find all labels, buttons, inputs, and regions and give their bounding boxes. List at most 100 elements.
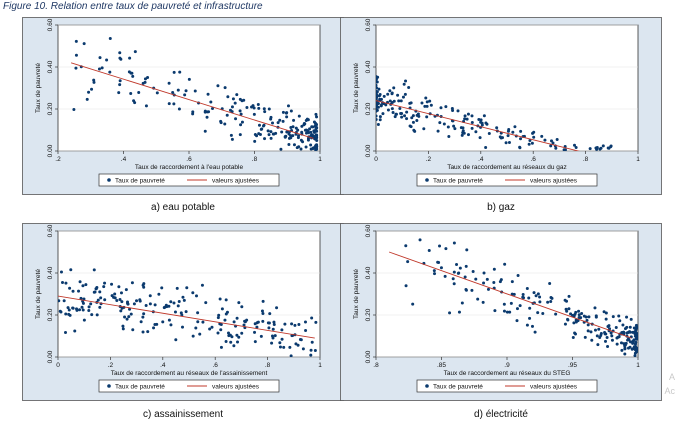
data-point <box>574 310 578 314</box>
data-point <box>456 109 460 113</box>
data-point <box>510 280 514 284</box>
data-point <box>185 286 189 290</box>
data-point <box>470 114 474 118</box>
data-point <box>72 108 76 112</box>
data-point <box>474 130 478 134</box>
data-point <box>304 329 308 333</box>
data-point <box>141 330 145 334</box>
chart-svg: 0.00 0.20 0.40 0.60 0 .2 .4 .6 .8 1 Taux de raccor… <box>340 17 662 195</box>
data-point <box>635 326 638 330</box>
x-tick-label: .8 <box>265 362 271 369</box>
data-point <box>99 296 103 300</box>
data-point <box>550 296 554 300</box>
data-point <box>554 146 558 150</box>
data-point <box>470 288 474 292</box>
data-point <box>458 266 462 270</box>
data-point <box>229 340 233 344</box>
data-point <box>172 102 176 106</box>
watermark-line-1: A <box>668 372 675 382</box>
caption-a: a) eau potable <box>151 202 215 213</box>
data-point <box>285 115 289 119</box>
data-point <box>267 107 271 111</box>
data-point <box>476 297 480 301</box>
data-point <box>270 341 274 345</box>
legend-point-label: Taux de pauvreté <box>433 383 483 390</box>
data-point <box>233 101 237 105</box>
data-point <box>90 87 94 91</box>
data-point <box>311 146 315 150</box>
data-point <box>137 91 141 95</box>
data-point <box>183 93 187 97</box>
data-point <box>142 282 146 286</box>
x-axis-label: Taux de raccordement au réseaux du STEG <box>444 370 571 377</box>
data-point <box>270 121 274 125</box>
data-point <box>296 343 300 347</box>
data-point <box>586 329 590 333</box>
data-point <box>588 147 592 151</box>
data-point <box>289 354 293 357</box>
data-point <box>217 313 221 317</box>
data-point <box>315 115 319 119</box>
data-point <box>242 323 246 327</box>
data-point <box>422 127 426 131</box>
data-point <box>238 133 242 137</box>
data-point <box>187 77 191 81</box>
x-axis-label: Taux de raccordement au réseaux du gaz <box>447 164 567 171</box>
data-point <box>92 268 96 272</box>
data-point <box>420 101 424 105</box>
data-point <box>567 307 571 311</box>
data-point <box>403 92 407 96</box>
data-point <box>480 123 484 127</box>
data-point <box>143 80 147 84</box>
data-point <box>283 322 287 326</box>
data-point <box>126 302 130 306</box>
data-point <box>634 331 638 335</box>
data-point <box>594 146 598 150</box>
data-point <box>307 131 311 135</box>
data-point <box>279 147 283 151</box>
data-point <box>530 324 534 328</box>
data-point <box>626 338 630 342</box>
data-point <box>631 330 635 334</box>
data-point <box>626 331 630 335</box>
data-point <box>461 131 465 135</box>
data-point <box>457 310 461 314</box>
data-point <box>132 302 136 306</box>
data-point <box>144 304 148 308</box>
data-point <box>239 123 243 127</box>
data-point <box>257 106 261 110</box>
data-point <box>398 106 402 110</box>
data-point <box>261 312 265 316</box>
data-point <box>582 314 586 318</box>
data-point <box>390 101 394 105</box>
data-point <box>463 275 467 279</box>
data-point <box>314 320 318 324</box>
data-point <box>594 315 598 319</box>
data-point <box>314 133 318 137</box>
data-point <box>492 280 496 284</box>
data-point <box>549 300 553 304</box>
data-point <box>130 281 134 285</box>
data-point <box>309 130 313 134</box>
data-point <box>596 343 600 347</box>
data-point <box>71 306 75 310</box>
data-point <box>598 147 602 151</box>
data-point <box>234 117 238 121</box>
y-tick-label: 0.20 <box>47 102 54 115</box>
x-tick-label: 1 <box>636 362 640 369</box>
data-point <box>444 247 448 251</box>
data-point <box>505 310 509 314</box>
data-point <box>397 99 401 103</box>
data-point <box>304 145 308 149</box>
data-point <box>225 113 229 117</box>
data-point <box>470 126 474 130</box>
data-point <box>450 106 454 110</box>
data-point <box>303 128 307 132</box>
x-tick-label: 0 <box>56 362 60 369</box>
data-point <box>413 129 417 133</box>
data-point <box>572 143 576 147</box>
data-point <box>563 298 567 302</box>
data-point <box>446 125 450 129</box>
data-point <box>182 298 186 302</box>
data-point <box>216 316 220 320</box>
